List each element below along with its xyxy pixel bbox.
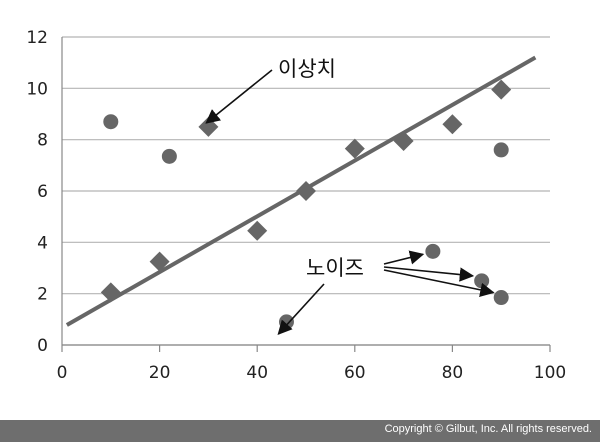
diamond-point	[247, 220, 268, 241]
data-points	[100, 79, 512, 330]
circle-point	[425, 243, 441, 259]
annotation-noise-label: 노이즈	[306, 256, 364, 280]
y-tick-label: 8	[37, 131, 48, 151]
diamond-point	[100, 282, 121, 303]
y-tick-label: 10	[26, 79, 48, 99]
annotation-arrow	[277, 283, 325, 335]
annotation-outlier-label: 이상치	[278, 57, 336, 81]
x-tick-label: 100	[534, 363, 566, 383]
annotation-arrow	[383, 269, 495, 297]
y-tick-label: 12	[26, 28, 48, 48]
circle-point	[278, 314, 294, 330]
diamond-point	[491, 79, 512, 100]
diamond-point	[442, 114, 463, 135]
annotation-arrow	[383, 250, 425, 265]
diamond-point	[393, 130, 414, 151]
x-tick-label: 40	[246, 363, 268, 383]
x-tick-label: 80	[442, 363, 464, 383]
diamond-point	[344, 138, 365, 159]
gridlines	[62, 36, 550, 346]
annotation-arrow	[383, 266, 475, 282]
x-tick-labels: 0 20 40 60 80 100	[57, 363, 567, 383]
circle-point	[474, 273, 490, 289]
diamond-point	[149, 251, 170, 272]
axes	[61, 37, 551, 352]
diamond-point	[296, 181, 316, 201]
diamond-point	[198, 116, 219, 137]
x-tick-label: 20	[149, 363, 171, 383]
y-tick-label: 2	[37, 285, 48, 305]
copyright-text: Copyright © Gilbut, Inc. All rights rese…	[384, 423, 592, 435]
circle-point	[103, 114, 119, 130]
x-tick-label: 60	[344, 363, 366, 383]
y-tick-label: 6	[37, 182, 48, 202]
footer-bar: Copyright © Gilbut, Inc. All rights rese…	[0, 420, 600, 442]
y-tick-labels: 0 2 4 6 8 10 12	[26, 28, 48, 356]
circle-point	[161, 148, 177, 164]
circle-point	[493, 290, 509, 306]
x-tick-label: 0	[57, 363, 68, 383]
y-tick-label: 4	[37, 233, 48, 253]
circle-point	[493, 142, 509, 158]
y-tick-label: 0	[37, 336, 48, 356]
annotation-arrow	[205, 69, 273, 124]
